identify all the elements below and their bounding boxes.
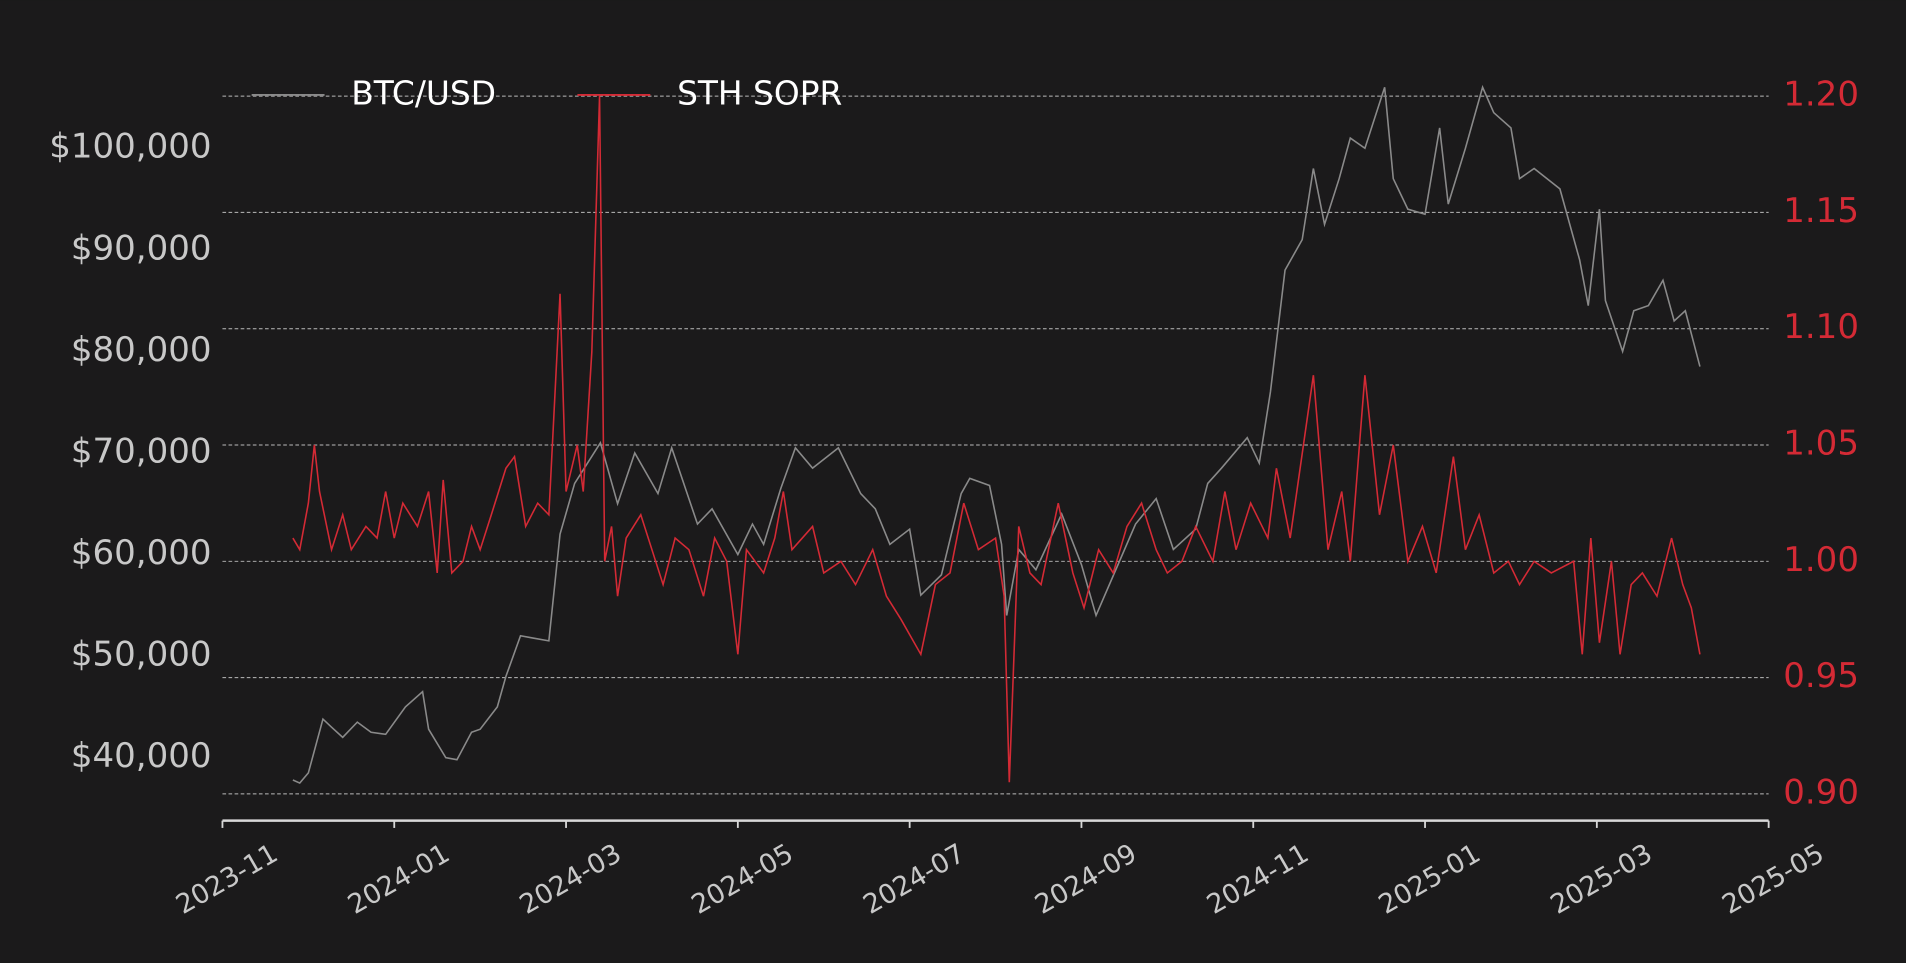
- y2-tick-label: 1.10: [1783, 307, 1859, 347]
- y-tick-label: $90,000: [71, 228, 212, 268]
- y-tick-label: $60,000: [71, 533, 212, 573]
- y-tick-label: $50,000: [71, 635, 212, 675]
- y2-tick-label: 1.20: [1783, 75, 1859, 115]
- y2-tick-label: 1.05: [1783, 424, 1859, 464]
- y2-tick-label: 1.00: [1783, 540, 1859, 580]
- y-tick-label: $100,000: [49, 127, 211, 167]
- series-line: [292, 96, 1701, 783]
- y2-tick-label: 0.90: [1783, 772, 1859, 812]
- y-tick-label: $80,000: [71, 330, 212, 370]
- y2-tick-label: 0.95: [1783, 656, 1859, 696]
- legend-label: STH SOPR: [677, 74, 842, 112]
- y-tick-label: $70,000: [71, 431, 212, 471]
- y2-tick-label: 1.15: [1783, 191, 1859, 231]
- y-tick-label: $40,000: [71, 736, 212, 776]
- legend-label: BTC/USD: [351, 74, 496, 112]
- series-line: [292, 84, 1701, 785]
